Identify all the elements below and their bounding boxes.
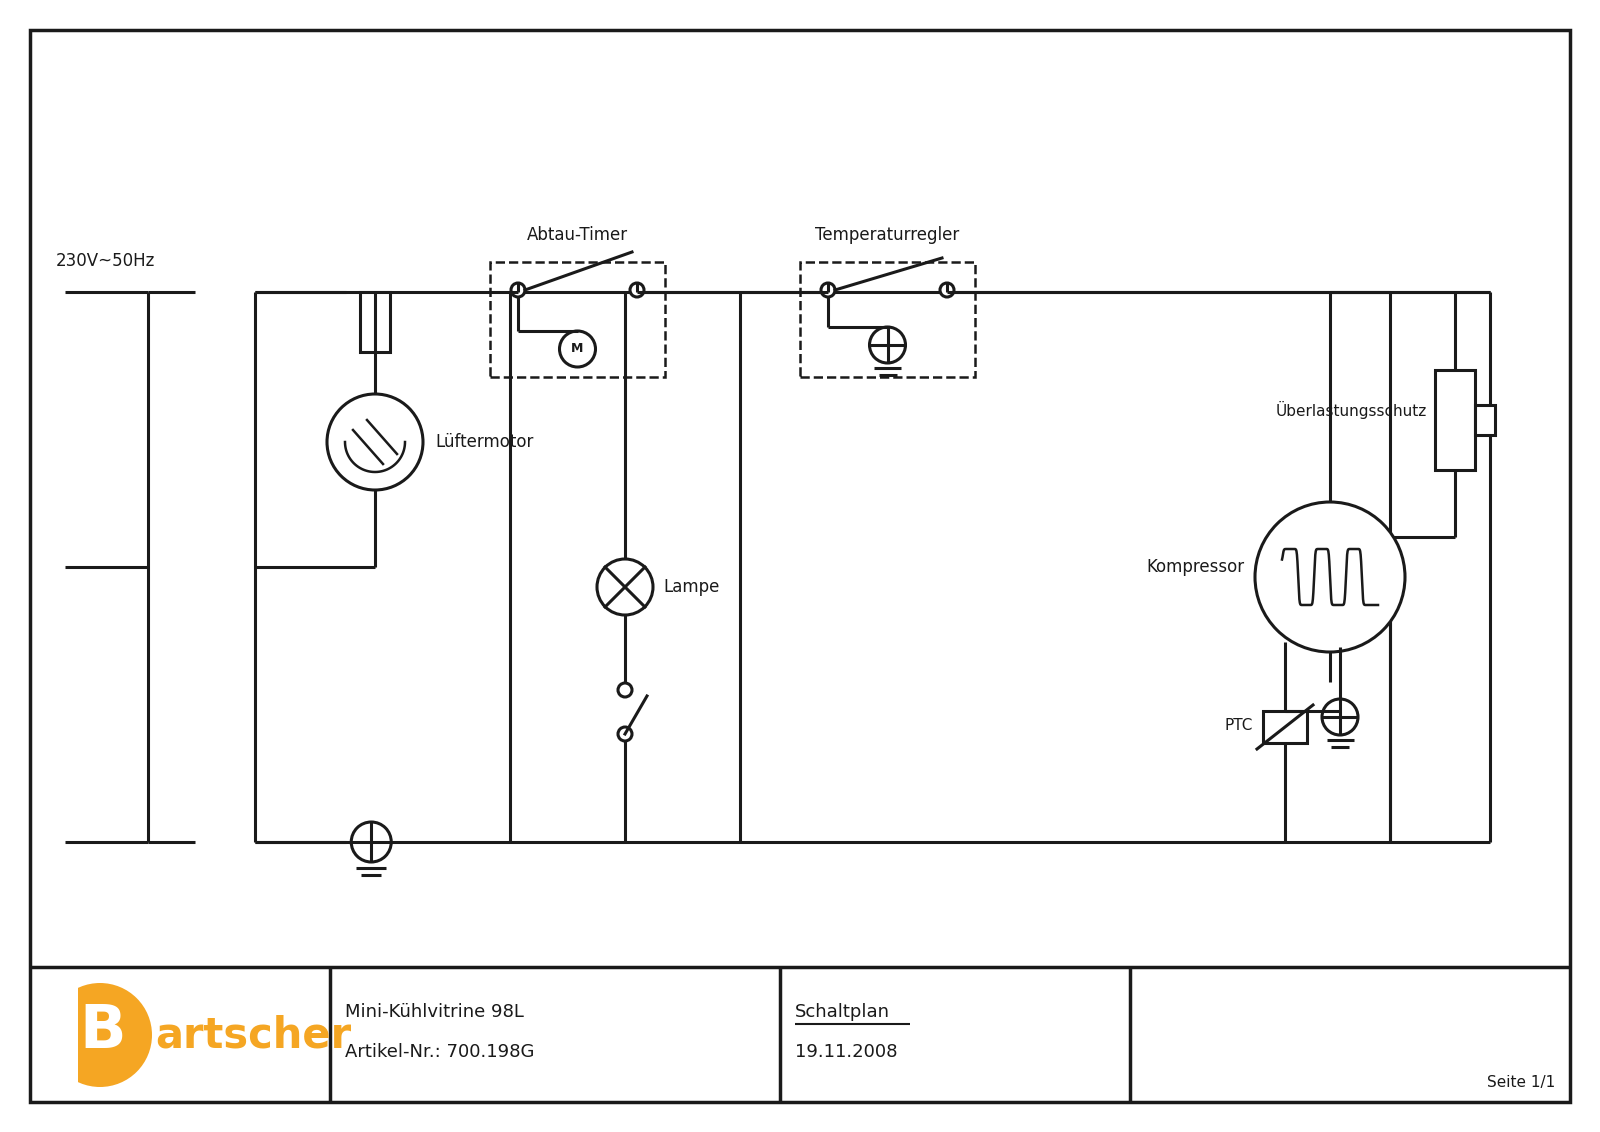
Circle shape xyxy=(1322,698,1358,735)
Text: Lüftermotor: Lüftermotor xyxy=(435,434,533,451)
Text: B: B xyxy=(80,1003,126,1062)
Text: M: M xyxy=(571,343,584,355)
Text: Seite 1/1: Seite 1/1 xyxy=(1486,1074,1555,1089)
Circle shape xyxy=(630,283,643,297)
Bar xyxy=(1262,711,1307,743)
Text: 230V~50Hz: 230V~50Hz xyxy=(56,252,155,271)
Text: Überlastungsschutz: Überlastungsschutz xyxy=(1275,401,1427,419)
Circle shape xyxy=(821,283,835,297)
Text: Kompressor: Kompressor xyxy=(1147,558,1245,576)
Circle shape xyxy=(597,559,653,615)
Circle shape xyxy=(618,683,632,697)
Circle shape xyxy=(618,727,632,741)
Circle shape xyxy=(326,394,422,490)
Bar xyxy=(48,983,78,1087)
Circle shape xyxy=(352,822,392,861)
Bar xyxy=(800,261,974,377)
Text: Abtau-Timer: Abtau-Timer xyxy=(526,226,629,245)
Bar xyxy=(490,261,666,377)
Bar xyxy=(1475,404,1494,435)
Text: Artikel-Nr.: 700.198G: Artikel-Nr.: 700.198G xyxy=(346,1043,534,1061)
Text: Mini-Kühlvitrine 98L: Mini-Kühlvitrine 98L xyxy=(346,1003,523,1021)
Circle shape xyxy=(48,983,152,1087)
Text: PTC: PTC xyxy=(1224,718,1253,732)
Text: Temperaturregler: Temperaturregler xyxy=(816,226,960,245)
Bar xyxy=(1435,369,1475,470)
Text: Schaltplan: Schaltplan xyxy=(795,1003,890,1021)
Circle shape xyxy=(941,283,954,297)
Circle shape xyxy=(510,283,525,297)
Text: 19.11.2008: 19.11.2008 xyxy=(795,1043,898,1061)
Circle shape xyxy=(869,327,906,363)
Circle shape xyxy=(560,331,595,367)
Bar xyxy=(360,292,390,352)
Circle shape xyxy=(1254,501,1405,652)
Text: artscher: artscher xyxy=(155,1014,350,1056)
Text: Lampe: Lampe xyxy=(662,578,720,597)
